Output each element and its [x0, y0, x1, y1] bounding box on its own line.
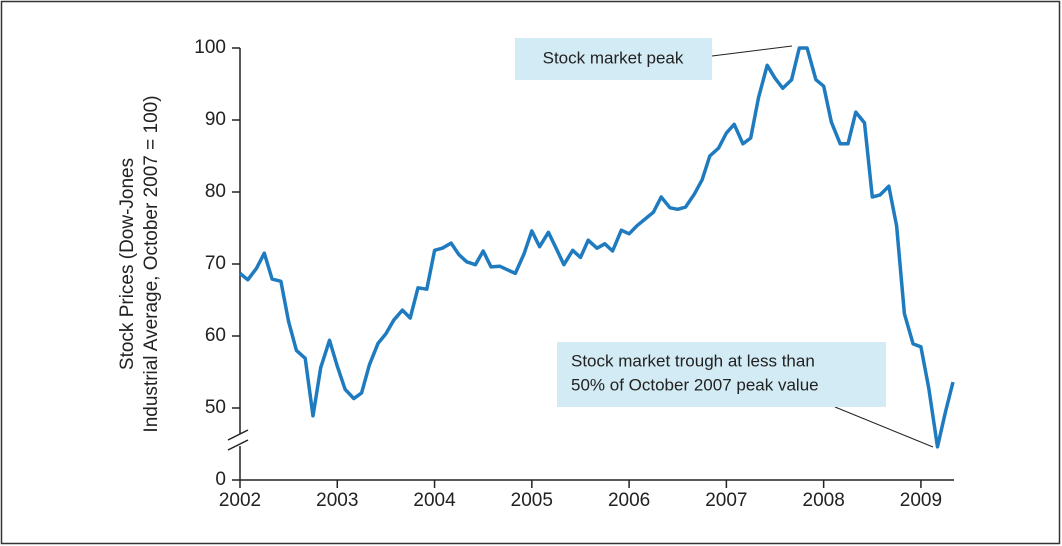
y-axis-label: Stock Prices (Dow-Jones: [117, 158, 138, 370]
y-tick-label: 80: [205, 181, 226, 202]
x-tick-label: 2003: [316, 490, 358, 511]
pointer: [834, 406, 934, 448]
y-tick-label: 70: [205, 253, 226, 274]
y-tick-label: 100: [194, 37, 226, 58]
y-tick-label: 50: [205, 397, 226, 418]
annotation: 50% of October 2007 peak value: [571, 375, 819, 394]
annotation-box: [557, 342, 886, 407]
annotation-box: [515, 38, 712, 80]
y-tick-label: 0: [215, 469, 226, 490]
y-tick-label: 90: [205, 109, 226, 130]
line-series: [238, 46, 955, 449]
pointer: [711, 45, 793, 57]
x-tick-label: 2009: [900, 490, 942, 511]
y-tick-label: 60: [205, 325, 226, 346]
x-tick-label: 2002: [219, 490, 261, 511]
x-tick-label: 2004: [413, 490, 456, 511]
x-tick-label: 2008: [803, 490, 845, 511]
y-axis-label: Industrial Average, October 2007 = 100): [141, 95, 162, 432]
annotation: Stock market peak: [543, 48, 684, 67]
x-tick-label: 2006: [608, 490, 650, 511]
axis-break: [227, 429, 249, 441]
x-tick-label: 2007: [705, 490, 747, 511]
axis-break: [227, 439, 249, 451]
x-tick-label: 2005: [511, 490, 553, 511]
annotation: Stock market trough at less than: [571, 351, 815, 370]
